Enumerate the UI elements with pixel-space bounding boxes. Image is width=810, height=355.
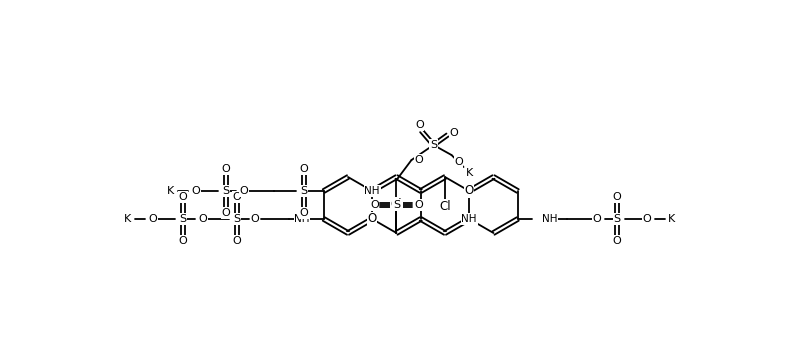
Text: S: S bbox=[613, 214, 620, 224]
Text: O: O bbox=[221, 164, 230, 174]
Text: S: S bbox=[393, 200, 400, 210]
Text: O: O bbox=[642, 214, 651, 224]
Text: K: K bbox=[124, 214, 131, 224]
Text: K: K bbox=[167, 186, 174, 196]
Text: NH: NH bbox=[364, 186, 380, 196]
Text: O: O bbox=[232, 236, 241, 246]
Text: O: O bbox=[454, 157, 463, 167]
Text: O: O bbox=[415, 120, 424, 130]
Text: K: K bbox=[466, 168, 473, 178]
Text: O: O bbox=[612, 192, 621, 202]
Text: O: O bbox=[198, 214, 207, 224]
Text: O: O bbox=[232, 192, 241, 202]
Text: O: O bbox=[449, 128, 458, 138]
Text: S: S bbox=[233, 214, 241, 224]
Text: O: O bbox=[370, 200, 379, 210]
Text: S: S bbox=[222, 186, 229, 196]
Text: O: O bbox=[592, 214, 601, 224]
Text: O: O bbox=[465, 185, 474, 197]
Text: O: O bbox=[368, 213, 377, 225]
Text: NH: NH bbox=[542, 214, 557, 224]
Text: O: O bbox=[250, 214, 259, 224]
Text: O: O bbox=[300, 208, 308, 218]
Text: O: O bbox=[221, 208, 230, 218]
Text: O: O bbox=[148, 214, 157, 224]
Text: K: K bbox=[668, 214, 676, 224]
Text: O: O bbox=[414, 200, 423, 210]
Text: O: O bbox=[178, 192, 187, 202]
Text: S: S bbox=[179, 214, 186, 224]
Text: Cl: Cl bbox=[390, 197, 403, 211]
Text: S: S bbox=[430, 140, 437, 150]
Text: O: O bbox=[240, 186, 248, 196]
Text: S: S bbox=[301, 186, 307, 196]
Text: O: O bbox=[612, 236, 621, 246]
Text: NH: NH bbox=[462, 214, 477, 224]
Text: O: O bbox=[178, 236, 187, 246]
Text: NH: NH bbox=[294, 214, 309, 224]
Text: O: O bbox=[414, 155, 423, 165]
Text: O: O bbox=[191, 186, 200, 196]
Text: O: O bbox=[300, 164, 308, 174]
Text: Cl: Cl bbox=[439, 200, 451, 213]
